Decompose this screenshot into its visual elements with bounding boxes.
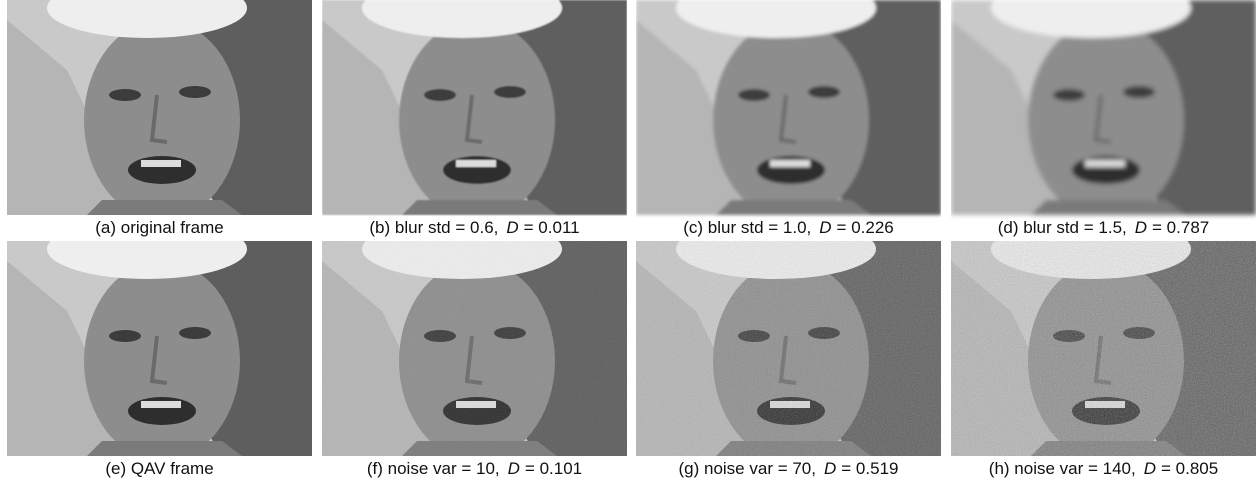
panel: (a) original frame: [7, 0, 312, 237]
panel-image: [636, 0, 941, 220]
caption-text: (f) noise var = 10,: [367, 459, 500, 478]
caption-metric: D: [506, 218, 518, 237]
caption-text: (d) blur std = 1.5,: [998, 218, 1127, 237]
caption-value: = 0.787: [1152, 218, 1209, 237]
panel-image: [951, 0, 1256, 220]
panel-image: [7, 0, 312, 220]
caption-value: = 0.101: [525, 459, 582, 478]
caption-text: (b) blur std = 0.6,: [369, 218, 498, 237]
panel-caption: (b) blur std = 0.6, D = 0.011: [369, 218, 579, 237]
panel-image: [322, 0, 627, 220]
panel-caption: (h) noise var = 140, D = 0.805: [989, 459, 1218, 478]
panel-caption: (f) noise var = 10, D = 0.101: [367, 459, 582, 478]
panel: (g) noise var = 70, D = 0.519: [636, 219, 941, 478]
caption-metric: D: [1144, 459, 1156, 478]
panel-caption: (e) QAV frame: [105, 459, 213, 478]
caption-text: (a) original frame: [95, 218, 224, 237]
panel: (d) blur std = 1.5, D = 0.787: [951, 0, 1256, 237]
caption-value: = 0.226: [837, 218, 894, 237]
caption-value: = 0.519: [841, 459, 898, 478]
caption-text: (e) QAV frame: [105, 459, 213, 478]
caption-metric: D: [824, 459, 836, 478]
panel: (b) blur std = 0.6, D = 0.011: [322, 0, 627, 237]
caption-value: = 0.011: [524, 218, 580, 237]
caption-metric: D: [819, 218, 831, 237]
panel-image: [636, 219, 941, 461]
panel: (f) noise var = 10, D = 0.101: [322, 219, 627, 478]
figure: (a) original frame (b) blur std = 0.6, D = …: [0, 0, 1260, 481]
panel-image: [322, 219, 627, 461]
panel-caption: (a) original frame: [95, 218, 224, 237]
caption-value: = 0.805: [1161, 459, 1218, 478]
panel: (h) noise var = 140, D = 0.805: [951, 219, 1256, 478]
caption-text: (g) noise var = 70,: [679, 459, 817, 478]
caption-text: (h) noise var = 140,: [989, 459, 1136, 478]
panel-caption: (c) blur std = 1.0, D = 0.226: [683, 218, 894, 237]
panel-caption: (g) noise var = 70, D = 0.519: [679, 459, 899, 478]
panel: (e) QAV frame: [7, 219, 312, 478]
panel-image: [7, 219, 312, 461]
panel: (c) blur std = 1.0, D = 0.226: [636, 0, 941, 237]
panel-caption: (d) blur std = 1.5, D = 0.787: [998, 218, 1209, 237]
panel-image: [951, 219, 1256, 461]
caption-text: (c) blur std = 1.0,: [683, 218, 811, 237]
caption-metric: D: [508, 459, 520, 478]
caption-metric: D: [1135, 218, 1147, 237]
